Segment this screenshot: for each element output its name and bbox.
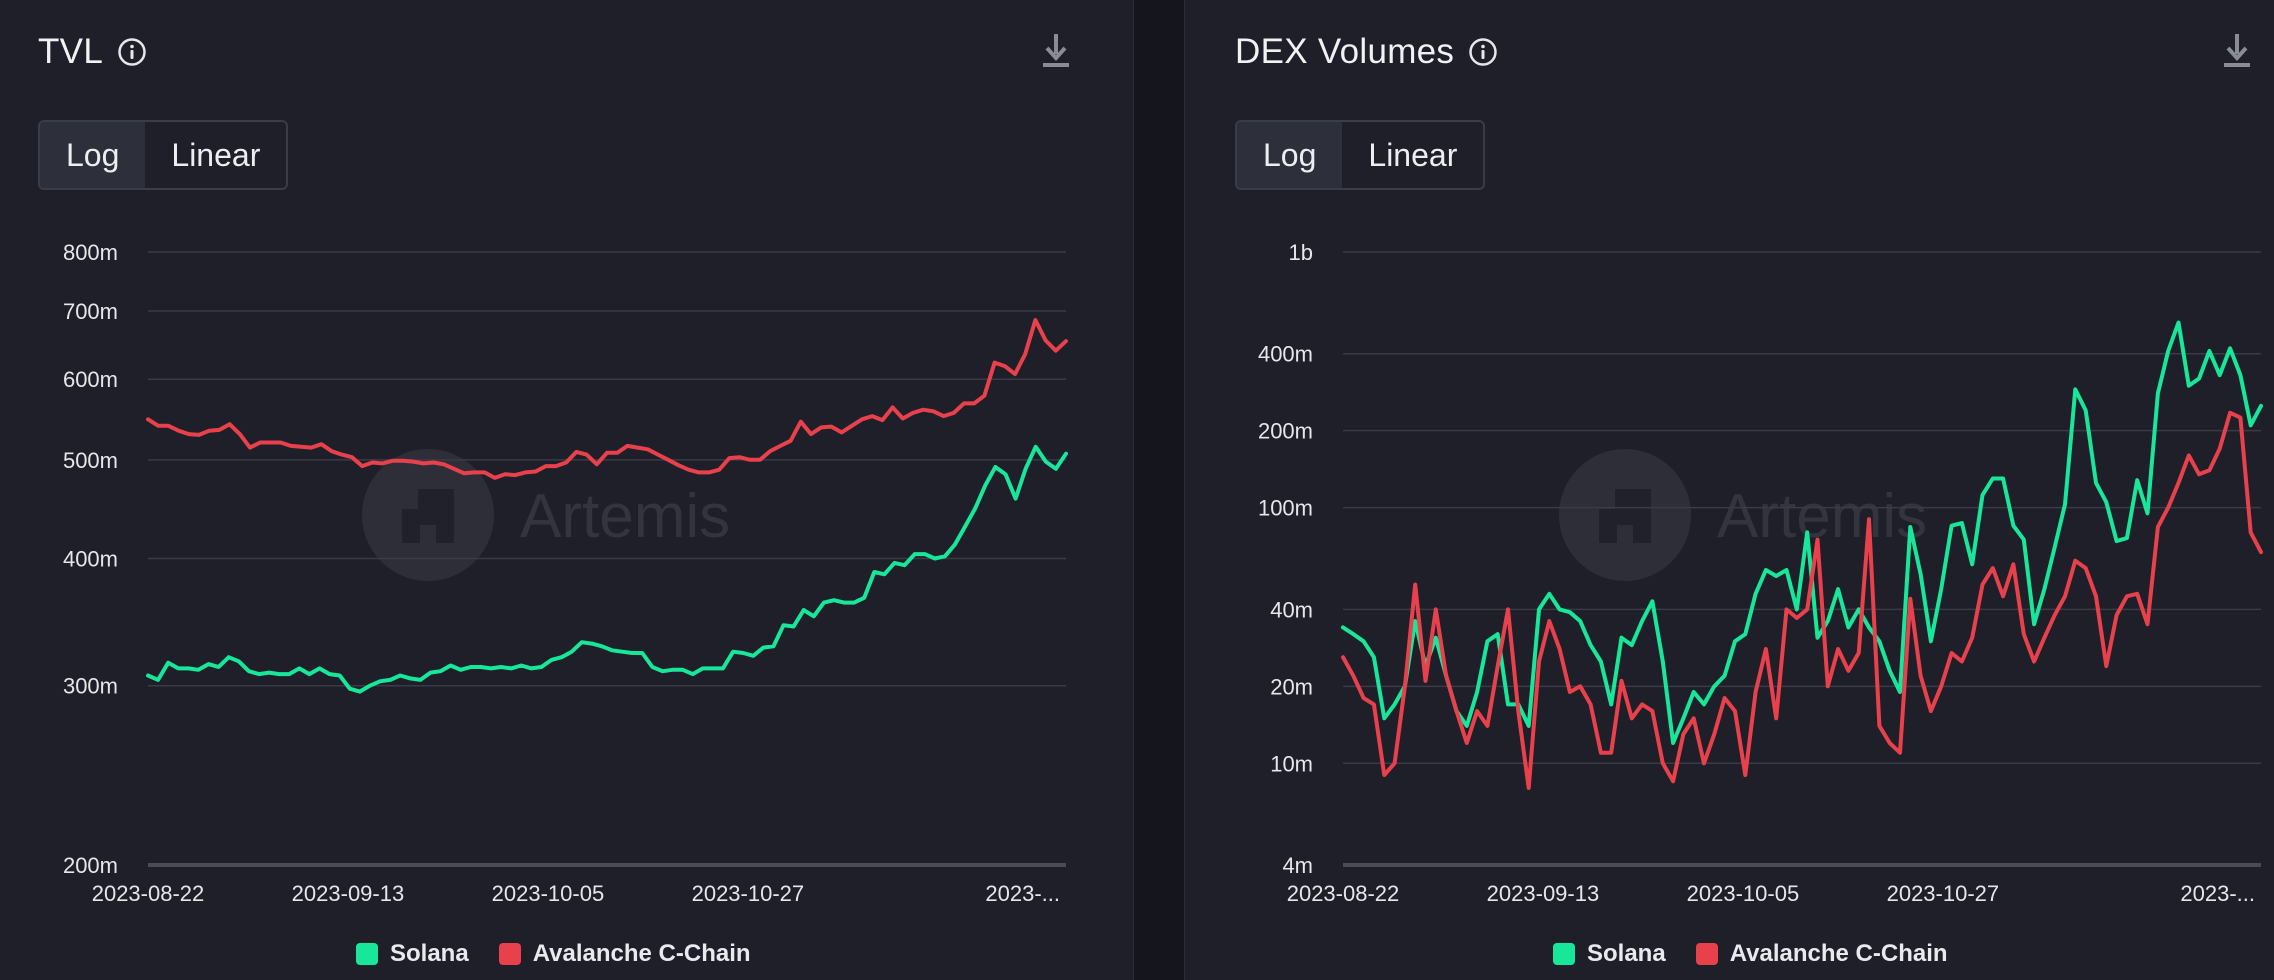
legend-swatch-avalanche <box>1695 943 1718 965</box>
series-line-avalanche-c-chain[interactable] <box>1341 410 2263 790</box>
dex-legend: Solana Avalanche C-Chain <box>1553 940 1948 968</box>
tvl-chart: Artemis 200m 300m 400m 500m 600m 700m 800m 2023-… <box>63 240 1068 906</box>
y-tick-label: 300m <box>63 674 118 699</box>
y-tick-label: 1b <box>1289 240 1313 265</box>
legend-swatch-solana <box>356 943 378 965</box>
dex-chart: Artemis 4m 10m 20m 40m 100m 200m 400m 1b 2023-08-… <box>1258 240 2263 906</box>
y-tick-label: 10m <box>1270 751 1313 776</box>
x-tick-label: 2023-... <box>985 881 1060 906</box>
legend-swatch-solana <box>1553 943 1575 965</box>
linear-button[interactable]: Linear <box>1342 122 1483 188</box>
x-tick-label: 2023-10-27 <box>692 881 805 906</box>
x-tick-label: 2023-... <box>2180 881 2255 906</box>
y-tick-label: 700m <box>63 299 118 324</box>
series-line-solana[interactable] <box>146 444 1068 694</box>
x-tick-label: 2023-09-13 <box>1487 881 1600 906</box>
x-tick-label: 2023-10-05 <box>1687 881 1800 906</box>
dex-title: DEX Volumes <box>1235 32 1455 71</box>
legend-item-solana[interactable]: Solana <box>356 940 469 968</box>
x-tick-label: 2023-08-22 <box>92 881 205 906</box>
tvl-title: TVL <box>38 32 104 71</box>
y-tick-label: 600m <box>63 367 118 392</box>
scale-toggle: Log Linear <box>1235 120 1486 190</box>
linear-button[interactable]: Linear <box>145 122 286 188</box>
y-tick-label: 400m <box>1258 342 1313 367</box>
watermark: Artemis <box>1559 449 1927 581</box>
legend-label: Avalanche C-Chain <box>1729 940 1948 967</box>
series-line-avalanche-c-chain[interactable] <box>146 318 1068 480</box>
y-tick-label: 500m <box>63 448 118 473</box>
legend-item-avalanche[interactable]: Avalanche C-Chain <box>1695 940 1948 968</box>
legend-label: Solana <box>390 940 469 967</box>
log-button[interactable]: Log <box>1237 122 1343 188</box>
y-tick-label: 40m <box>1270 597 1313 622</box>
y-tick-label: 20m <box>1270 674 1313 699</box>
legend-label: Solana <box>1587 940 1666 967</box>
y-tick-label: 200m <box>1258 419 1313 444</box>
legend-item-avalanche[interactable]: Avalanche C-Chain <box>498 940 751 968</box>
scale-toggle: Log Linear <box>38 120 289 190</box>
tvl-legend: Solana Avalanche C-Chain <box>356 940 751 968</box>
legend-label: Avalanche C-Chain <box>532 940 751 967</box>
dex-header: DEX Volumes <box>1235 28 2250 76</box>
series-line-solana[interactable] <box>1341 320 2263 745</box>
watermark-text: Artemis <box>1717 482 1927 551</box>
legend-swatch-avalanche <box>498 943 521 965</box>
tvl-panel: TVL Log Linear Artemis 200m 300m 400m 500m 60… <box>0 0 1134 980</box>
x-tick-label: 2023-10-05 <box>492 881 605 906</box>
download-icon[interactable] <box>2220 28 2254 76</box>
dex-panel: DEX Volumes Log Linear Artemis 4m 10m 20m 40… <box>1184 0 2274 980</box>
info-icon[interactable] <box>117 37 147 67</box>
y-tick-label: 400m <box>63 547 118 572</box>
legend-item-solana[interactable]: Solana <box>1553 940 1666 968</box>
y-tick-label: 4m <box>1282 853 1313 878</box>
x-tick-label: 2023-10-27 <box>1887 881 2000 906</box>
download-icon[interactable] <box>1039 28 1073 76</box>
watermark: Artemis <box>362 449 730 581</box>
log-button[interactable]: Log <box>40 122 146 188</box>
x-tick-label: 2023-08-22 <box>1287 881 1400 906</box>
y-tick-label: 800m <box>63 240 118 265</box>
y-tick-label: 100m <box>1258 496 1313 521</box>
x-tick-label: 2023-09-13 <box>292 881 405 906</box>
info-icon[interactable] <box>1468 37 1498 67</box>
tvl-header: TVL <box>38 28 1103 76</box>
watermark-text: Artemis <box>520 482 730 551</box>
y-tick-label: 200m <box>63 853 118 878</box>
